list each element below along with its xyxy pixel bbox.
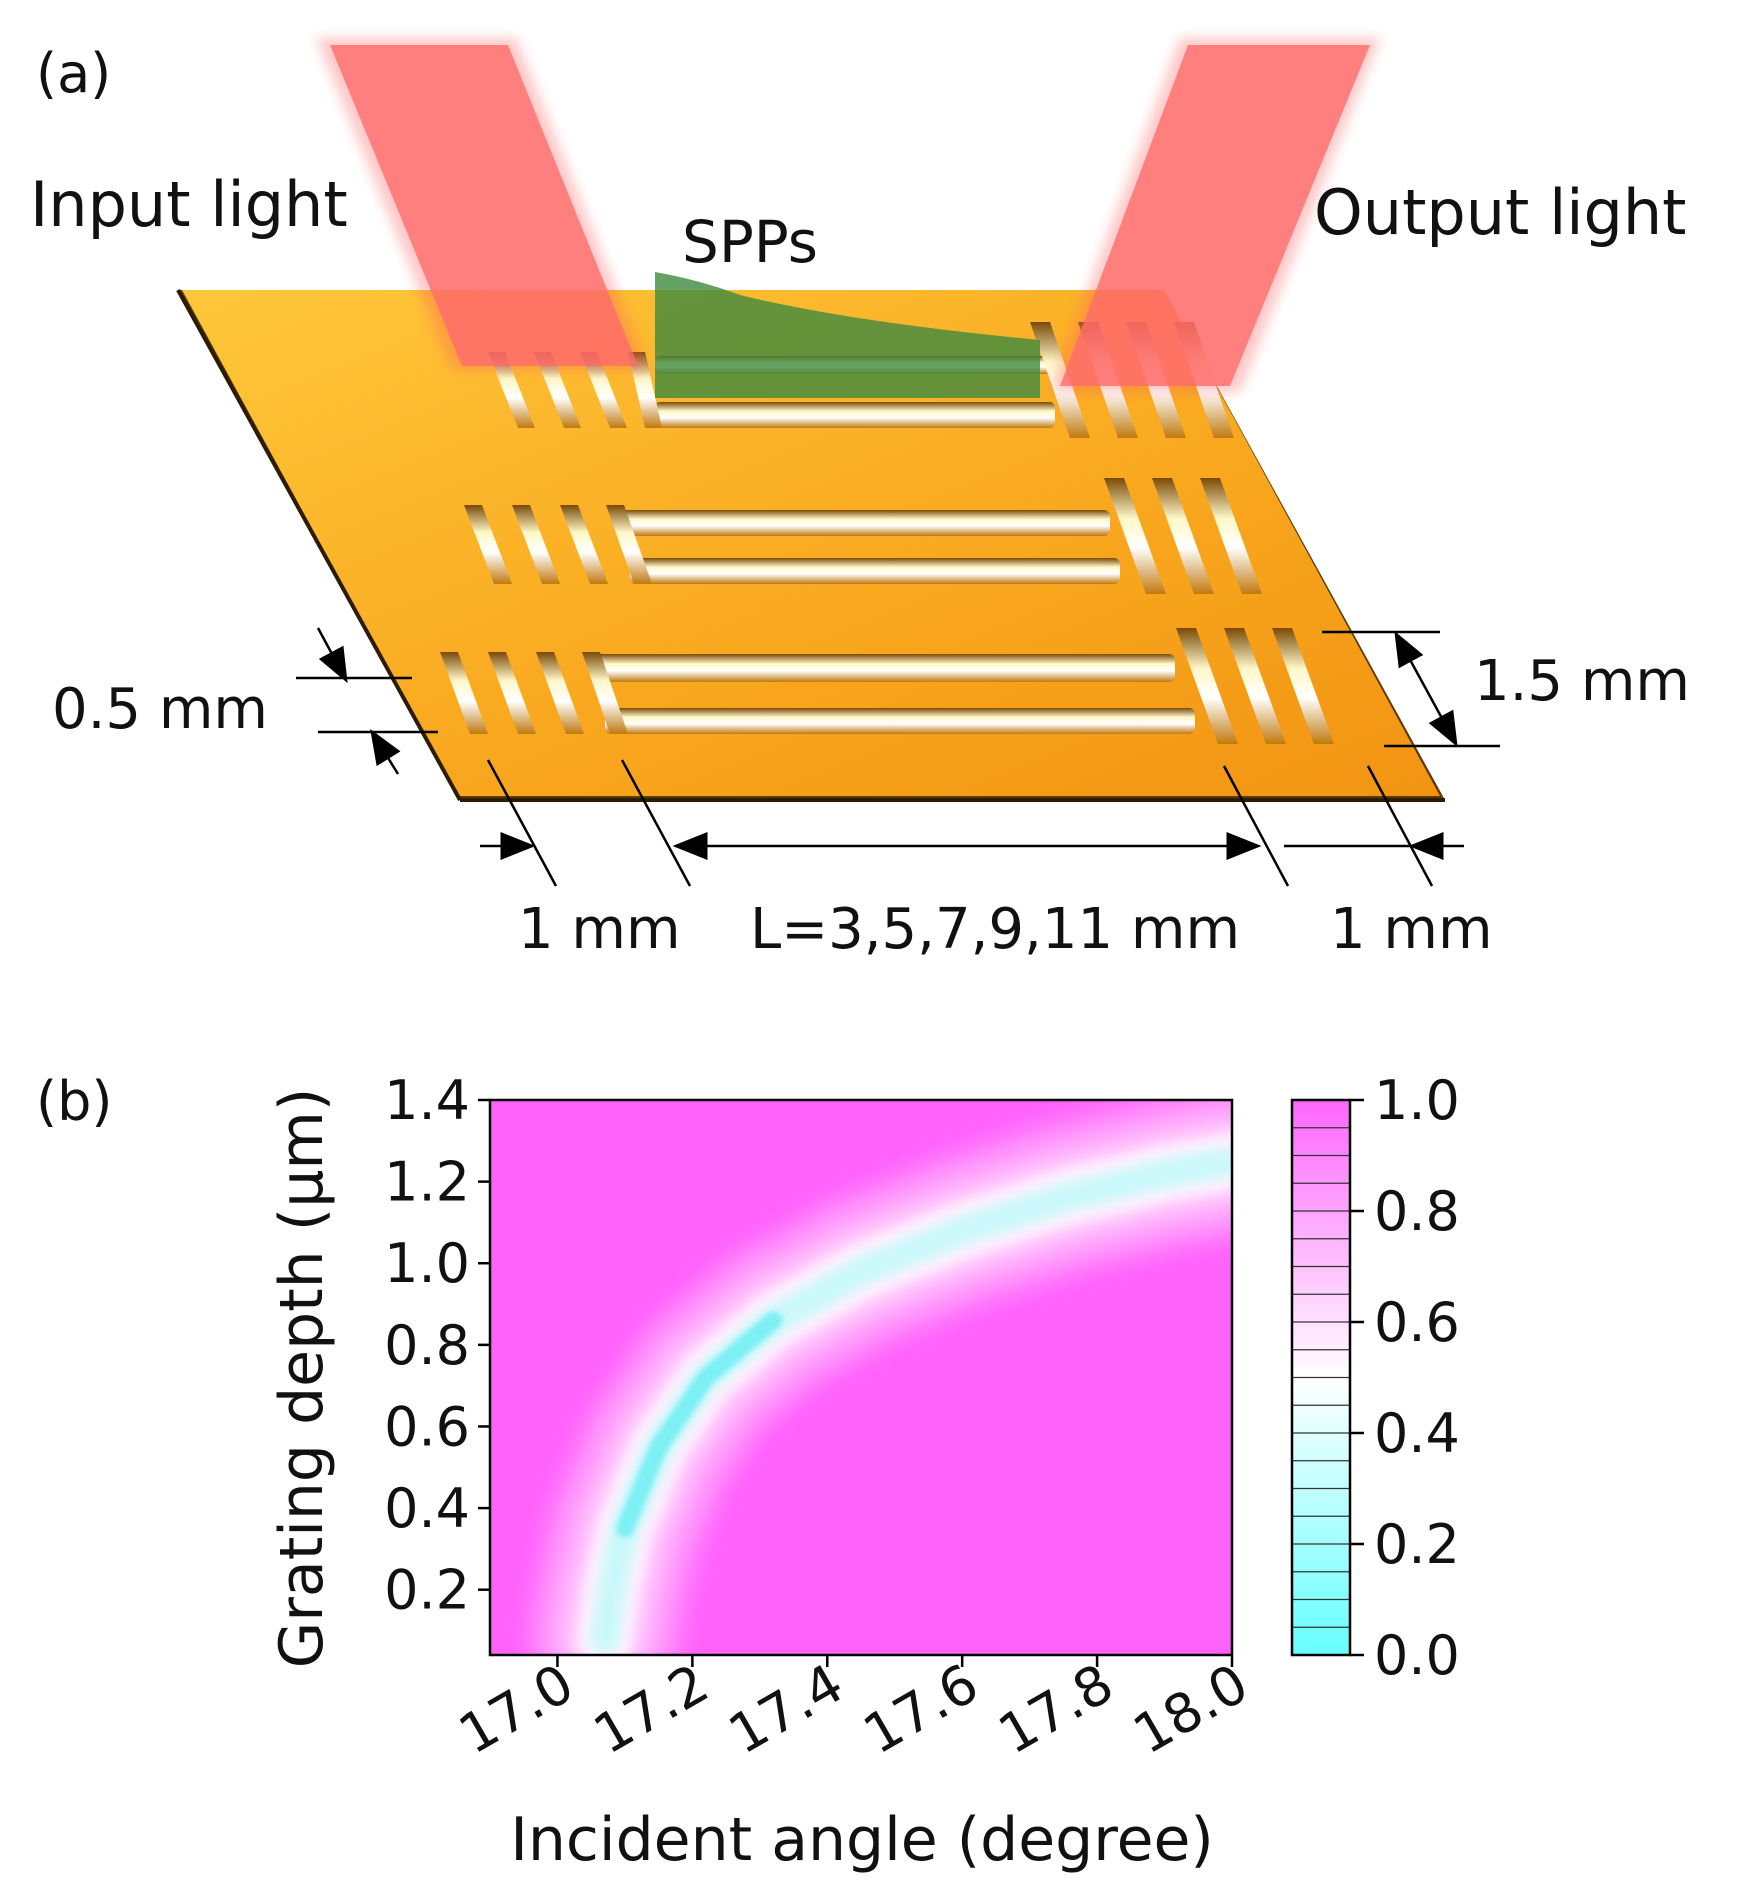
colorbar-tick-label: 0.6 <box>1374 1291 1460 1354</box>
y-tick-label: 0.4 <box>384 1477 470 1540</box>
grating-right <box>1176 628 1334 744</box>
x-tick-label: 17.0 <box>448 1652 584 1767</box>
grating-left <box>464 505 652 584</box>
propagation-length-label: L=3,5,7,9,11 mm <box>750 897 1240 962</box>
x-tick-label: 17.2 <box>583 1652 719 1767</box>
heatmap-layers <box>529 1100 1232 1655</box>
grating-row-2 <box>464 478 1262 594</box>
groove-long <box>655 402 1055 428</box>
colorbar-levels <box>1292 1127 1350 1628</box>
grating-right <box>1104 478 1262 594</box>
y-tick-label: 1.4 <box>384 1069 470 1132</box>
colorbar-tick-label: 0.4 <box>1374 1402 1460 1465</box>
spacing-dimension <box>1322 630 1500 748</box>
grating-left <box>440 652 628 734</box>
grating-right-length-label: 1 mm <box>1330 897 1493 962</box>
input-light-beam <box>316 38 648 370</box>
colorbar-frame <box>1290 1098 1352 1657</box>
groove-long <box>605 708 1195 734</box>
spps-label: SPPs <box>682 208 818 276</box>
grating-row-3 <box>440 628 1334 744</box>
x-tick-label: 18.0 <box>1123 1652 1259 1767</box>
length-dimension <box>480 759 1464 887</box>
y-tick-label: 1.2 <box>384 1151 470 1214</box>
colorbar-tick-label: 0.8 <box>1374 1180 1460 1243</box>
y-axis-title: Grating depth (μm) <box>267 1088 337 1668</box>
colorbar-tick-label: 1.0 <box>1374 1069 1460 1132</box>
y-tick-label: 0.6 <box>384 1395 470 1458</box>
groove-long <box>595 654 1175 682</box>
heatmap-plot: 17.0 17.2 17.4 17.6 17.8 18.0 0.2 0.4 0.6 0.8 1.0… <box>384 1069 1258 1766</box>
width-dimension <box>296 627 438 775</box>
plot-frame <box>488 1098 1234 1657</box>
y-tick-label: 0.8 <box>384 1314 470 1377</box>
x-tick-label: 17.4 <box>718 1652 854 1767</box>
colorbar: 0.0 0.2 0.4 0.6 0.8 1.0 <box>1290 1069 1460 1687</box>
y-tick-label: 0.2 <box>384 1559 470 1622</box>
grating-left-length-label: 1 mm <box>518 897 681 962</box>
x-tick-label: 17.6 <box>853 1652 989 1767</box>
x-axis: 17.0 17.2 17.4 17.6 17.8 18.0 <box>448 1652 1258 1767</box>
panel-a: (a) <box>30 38 1690 962</box>
x-tick-label: 17.8 <box>988 1652 1124 1767</box>
input-light-label: Input light <box>30 168 348 241</box>
panel-a-label: (a) <box>36 42 111 105</box>
y-tick-label: 1.0 <box>384 1232 470 1295</box>
grating-left <box>488 352 662 428</box>
x-axis-title: Incident angle (degree) <box>510 1805 1214 1875</box>
groove-long <box>630 558 1120 584</box>
groove-long <box>620 510 1110 536</box>
colorbar-tick-label: 0.0 <box>1374 1624 1460 1687</box>
heatmap-minimum-core <box>615 1311 783 1538</box>
width-dimension-label: 0.5 mm <box>52 677 268 742</box>
panel-b: (b) 17.0 17.2 17.4 17.6 17.8 18.0 0.20.40.60.… <box>36 1069 1460 1875</box>
spp-wave <box>655 272 1040 398</box>
output-light-beam <box>1050 38 1380 392</box>
colorbar-tick-label: 0.2 <box>1374 1513 1460 1576</box>
output-light-label: Output light <box>1314 176 1686 249</box>
colorbar-ticks: 0.0 0.2 0.4 0.6 0.8 1.0 <box>1350 1069 1460 1687</box>
panel-b-label: (b) <box>36 1070 112 1133</box>
y-axis: 0.2 0.4 0.6 0.8 1.0 1.2 1.4 <box>384 1069 490 1622</box>
spacing-dimension-label: 1.5 mm <box>1474 649 1690 714</box>
